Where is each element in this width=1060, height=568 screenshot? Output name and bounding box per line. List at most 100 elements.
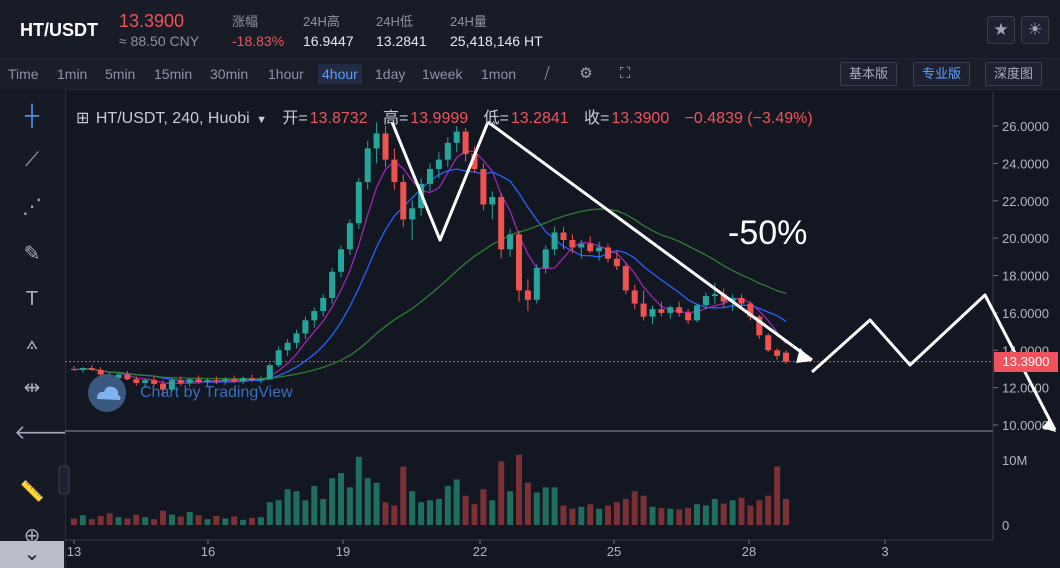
interval-1week[interactable]: 1week <box>422 66 463 82</box>
volume-bar <box>213 515 220 525</box>
interval-4hour[interactable]: 4hour <box>318 64 362 84</box>
interval-5min[interactable]: 5min <box>105 66 136 82</box>
candle-body <box>275 350 282 366</box>
collapse-icon[interactable]: ⌄ <box>0 541 64 568</box>
candle-body <box>213 380 220 382</box>
text-icon[interactable]: T <box>25 288 39 310</box>
settings-icon[interactable]: ⚙ <box>579 65 593 82</box>
price-tick-label: 16.0000 <box>1002 306 1049 321</box>
volume-bar <box>516 454 522 525</box>
volume-bar <box>542 487 549 525</box>
volume-bar <box>231 516 238 525</box>
last-price: 13.3900 <box>119 11 185 31</box>
volume-bar <box>631 491 638 525</box>
volume-bar <box>507 491 514 525</box>
candle-body <box>338 249 344 272</box>
volume-tick-label: 0 <box>1002 518 1009 533</box>
volume-bar <box>266 502 273 525</box>
candle-body <box>765 335 772 351</box>
trendline-icon[interactable]: ⟋ <box>25 149 39 171</box>
pitchfork-icon[interactable]: ⋰ <box>22 196 42 218</box>
interval-30min[interactable]: 30min <box>210 66 249 82</box>
candle-body <box>97 369 104 375</box>
volume-bar <box>249 517 255 525</box>
fullscreen-icon[interactable]: ⛶ <box>619 65 631 82</box>
candle-body <box>88 368 95 370</box>
candle-body <box>720 294 727 302</box>
candle-body <box>649 309 656 317</box>
volume-bar <box>382 502 389 525</box>
price-tick-label: 10.0000 <box>1002 418 1049 433</box>
star-icon[interactable]: ★ <box>987 16 1015 44</box>
price-tick-label: 26.0000 <box>1002 119 1049 134</box>
change-value: −0.4839 (−3.49%) <box>684 110 813 127</box>
interval-time[interactable]: Time <box>8 66 39 82</box>
symbol-menu-icon[interactable]: ⊞ <box>76 110 90 127</box>
volume-bar <box>338 473 344 525</box>
candle-body <box>516 234 522 291</box>
high-value: 13.9999 <box>410 110 469 127</box>
high-value: 16.9447 <box>303 33 354 49</box>
high-label: 高= <box>382 110 409 127</box>
ruler-icon[interactable]: 📏 <box>19 481 45 503</box>
interval-1mon[interactable]: 1mon <box>481 66 517 82</box>
volume-bar <box>409 491 416 525</box>
last-price-tag: 13.3900 <box>994 352 1058 372</box>
view-depth-button[interactable]: 深度图 <box>985 62 1043 86</box>
volume-bar <box>649 506 656 525</box>
candle-body <box>427 168 433 184</box>
measure-icon[interactable]: ⇹ <box>23 377 41 399</box>
candle-body <box>391 159 398 183</box>
moving-average-line <box>73 208 787 380</box>
candle-body <box>605 247 611 259</box>
candle-body <box>569 239 576 248</box>
change-value: -18.83% <box>232 33 285 49</box>
view-pro-button[interactable]: 专业版 <box>913 62 971 86</box>
candle-body <box>71 368 77 370</box>
candle-style-icon[interactable]: ⧸ <box>544 65 550 82</box>
projected-path-arrow <box>810 293 1057 431</box>
volume-bar <box>560 505 567 525</box>
candle-body <box>266 365 273 380</box>
price-tick-label: 18.0000 <box>1002 269 1049 284</box>
volume-bar <box>293 491 300 525</box>
dropdown-icon[interactable]: ▼ <box>256 114 268 126</box>
candle-body <box>177 380 184 383</box>
volume-bar <box>605 505 611 525</box>
volume-bar <box>346 487 353 525</box>
close-label: 收= <box>584 110 610 127</box>
pair-name: HT/USDT <box>20 20 98 40</box>
volume-bar <box>240 519 247 525</box>
crosshair-icon[interactable]: ┼ <box>24 105 40 127</box>
volume-bar <box>676 509 683 525</box>
sun-icon[interactable]: ☀ <box>1021 16 1049 44</box>
low-value: 13.2841 <box>376 33 427 49</box>
interval-15min[interactable]: 15min <box>154 66 193 82</box>
interval-1day[interactable]: 1day <box>375 66 406 82</box>
pattern-icon[interactable]: ⟑ <box>25 332 39 354</box>
interval-1min[interactable]: 1min <box>57 66 88 82</box>
candle-body <box>551 232 558 250</box>
volume-label: 24H量 <box>450 14 487 29</box>
volume-bar <box>774 466 781 525</box>
price-tick-label: 12.0000 <box>1002 381 1049 396</box>
volume-bar <box>71 518 77 525</box>
volume-bar <box>302 500 309 525</box>
brush-icon[interactable]: ✎ <box>23 243 41 265</box>
interval-1hour[interactable]: 1hour <box>268 66 304 82</box>
volume-bar <box>284 489 291 525</box>
time-tick-label: 16 <box>201 544 215 559</box>
legend-symbol[interactable]: HT/USDT, 240, Huobi <box>95 110 250 127</box>
volume-bar <box>685 508 692 525</box>
view-basic-button[interactable]: 基本版 <box>840 62 898 86</box>
volume-bar <box>88 519 95 525</box>
candle-body <box>320 297 327 312</box>
candle-body <box>204 380 211 383</box>
candle-body <box>702 296 709 306</box>
volume-bar <box>160 510 166 525</box>
time-tick-label: 28 <box>742 544 756 559</box>
tradingview-watermark: Chart by TradingView <box>88 374 318 412</box>
volume-bar <box>524 482 531 525</box>
candle-body <box>79 368 86 370</box>
